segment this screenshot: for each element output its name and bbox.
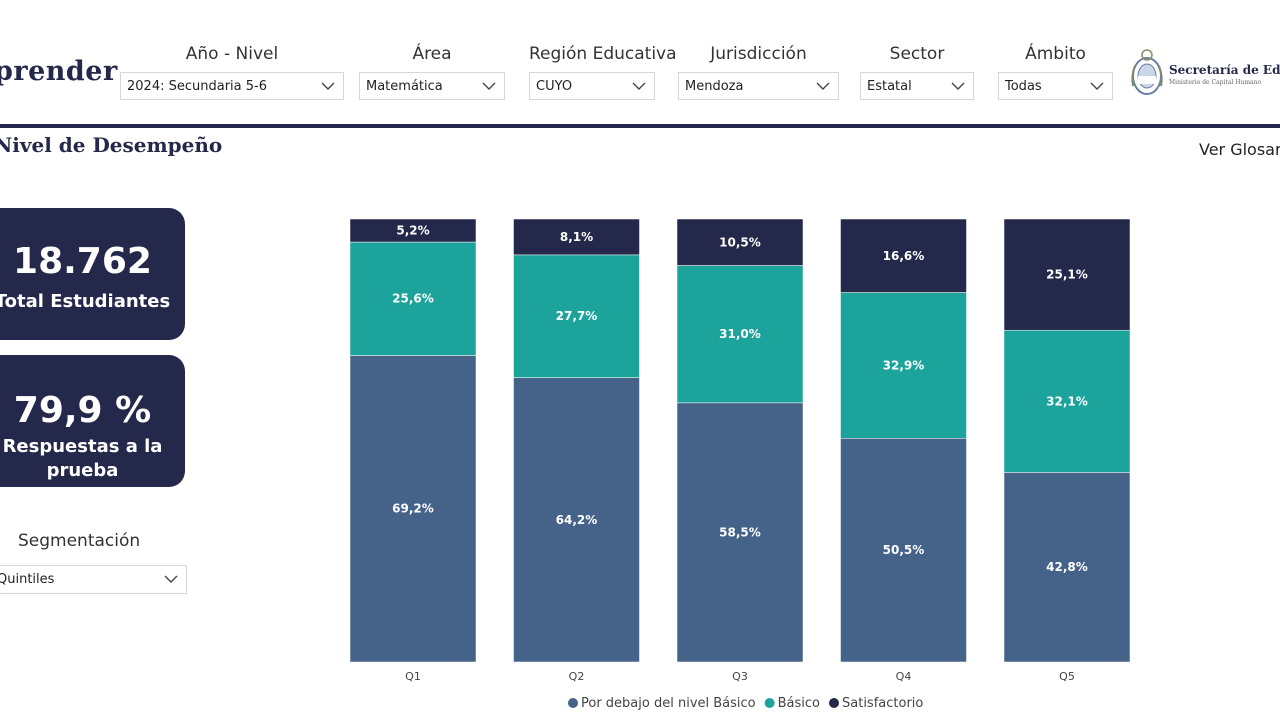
- dropdown-value: CUYO: [536, 78, 573, 94]
- bar-segment: [676, 218, 804, 266]
- segmentation-dropdown[interactable]: Quintiles: [0, 565, 187, 594]
- bar-segment: [840, 292, 967, 439]
- dropdown-value: Mendoza: [685, 78, 744, 94]
- sector-dropdown[interactable]: Estatal: [860, 72, 974, 100]
- bar-segment: [676, 265, 804, 404]
- dropdown-value: Matemática: [366, 78, 443, 94]
- glossary-link[interactable]: Ver Glosario: [1199, 140, 1280, 159]
- x-tick-label: Q2: [569, 670, 585, 683]
- chevron-down-icon: [164, 572, 178, 587]
- bar-segment: [349, 355, 477, 663]
- coat-of-arms-icon: [1131, 49, 1163, 95]
- students-kpi-card: 18.762 Total Estudiantes: [0, 208, 185, 340]
- response-value: 79,9 %: [13, 390, 152, 431]
- filter-sector: Sector Estatal: [860, 44, 974, 100]
- chevron-down-icon: [321, 79, 335, 94]
- filter-ambito: Ámbito Todas: [998, 44, 1113, 100]
- page-title: Nivel de Desempeño: [0, 133, 223, 157]
- data-label: 25,1%: [1046, 268, 1088, 282]
- data-label: 5,2%: [396, 224, 429, 238]
- data-label: 58,5%: [719, 525, 761, 539]
- area-dropdown[interactable]: Matemática: [359, 72, 505, 100]
- filter-anio-nivel: Año - Nivel 2024: Secundaria 5-6: [120, 44, 344, 100]
- data-label: 10,5%: [719, 235, 761, 249]
- bar-segment: [513, 377, 640, 663]
- bar-segment: [1003, 329, 1131, 473]
- anio-nivel-dropdown[interactable]: 2024: Secundaria 5-6: [120, 72, 344, 100]
- filter-label: Año - Nivel: [185, 44, 279, 64]
- filter-area: Área Matemática: [359, 44, 505, 100]
- bar-segment: [840, 218, 967, 293]
- data-label: 27,7%: [556, 309, 598, 323]
- data-label: 31,0%: [719, 327, 761, 341]
- x-tick-label: Q1: [405, 670, 421, 683]
- chevron-down-icon: [816, 79, 830, 94]
- response-label: Respuestas a la prueba: [2, 436, 163, 482]
- header-divider: [0, 124, 1280, 128]
- students-label: Total Estudiantes: [0, 291, 171, 312]
- ministry-subtitle: Ministerio de Capital Humano: [1169, 79, 1262, 86]
- filter-jurisdiccion: Jurisdicción Mendoza: [678, 44, 839, 100]
- data-label: 69,2%: [392, 502, 434, 516]
- bar-segment: [840, 438, 967, 663]
- data-label: 64,2%: [556, 513, 598, 527]
- filter-label: Área: [412, 44, 452, 64]
- bar-segment: [676, 402, 804, 663]
- legend-marker: [568, 698, 578, 708]
- chevron-down-icon: [482, 79, 496, 94]
- dropdown-value: 2024: Secundaria 5-6: [127, 78, 267, 94]
- data-label: 16,6%: [883, 249, 925, 263]
- ministry-title: Secretaría de Educación: [1169, 63, 1280, 77]
- dropdown-value: Todas: [1005, 78, 1042, 94]
- x-tick-label: Q3: [732, 670, 748, 683]
- data-label: 32,1%: [1046, 394, 1088, 408]
- x-tick-label: Q4: [896, 670, 912, 683]
- data-label: 8,1%: [560, 230, 593, 244]
- filter-label: Región Educativa: [529, 44, 677, 64]
- dropdown-value: Quintiles: [0, 572, 55, 587]
- bar-segment: [349, 218, 477, 243]
- bar-segment: [513, 218, 640, 256]
- bar-segment: [1003, 218, 1131, 331]
- filter-label: Jurisdicción: [710, 44, 807, 64]
- chevron-down-icon: [1090, 79, 1104, 94]
- legend-marker: [764, 698, 775, 708]
- filter-region: Región Educativa CUYO: [529, 44, 677, 100]
- performance-stacked-bar-chart: 69,2% 25,6% 5,2% Q1 64,2% 27,7% 8,1% Q2 58,5% 31,…: [349, 218, 1131, 711]
- region-dropdown[interactable]: CUYO: [529, 72, 655, 100]
- chevron-down-icon: [632, 79, 646, 94]
- jurisdiccion-dropdown[interactable]: Mendoza: [678, 72, 839, 100]
- legend-marker: [829, 698, 839, 708]
- students-value: 18.762: [13, 241, 152, 282]
- ambito-dropdown[interactable]: Todas: [998, 72, 1113, 100]
- data-label: 50,5%: [883, 543, 925, 557]
- data-label: 42,8%: [1046, 560, 1088, 574]
- bar-segment: [513, 254, 640, 378]
- data-label: 32,9%: [883, 358, 925, 372]
- x-tick-label: Q5: [1059, 670, 1075, 683]
- data-label: 25,6%: [392, 292, 434, 306]
- filter-label: Ámbito: [1025, 44, 1086, 64]
- filter-label: Sector: [889, 44, 945, 64]
- dropdown-value: Estatal: [867, 78, 912, 94]
- response-kpi-card: 79,9 % Respuestas a la prueba: [0, 355, 185, 487]
- app-logo: prender: [0, 56, 118, 87]
- legend-label: Básico: [778, 696, 820, 711]
- legend-label: Satisfactorio: [842, 696, 923, 711]
- segmentation-label: Segmentación: [18, 531, 141, 551]
- chevron-down-icon: [951, 79, 965, 94]
- legend-label: Por debajo del nivel Básico: [581, 696, 756, 711]
